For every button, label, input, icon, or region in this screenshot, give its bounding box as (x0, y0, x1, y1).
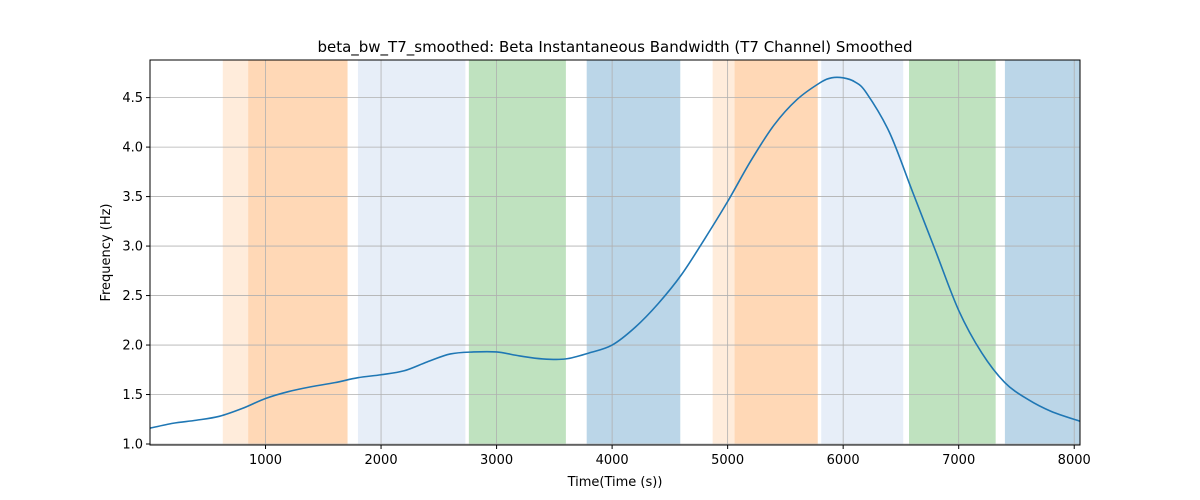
shaded-band-5 (586, 60, 681, 445)
x-tick-label: 6000 (827, 453, 860, 468)
shaded-band-4 (468, 60, 566, 445)
x-tick-label: 7000 (942, 453, 975, 468)
shaded-band-9 (909, 60, 996, 445)
x-axis-title: Time(Time (s)) (567, 475, 663, 490)
x-tick-label: 1000 (249, 453, 282, 468)
x-tick-label: 5000 (711, 453, 744, 468)
y-axis-title: Frequency (Hz) (99, 203, 114, 301)
shaded-band-2 (248, 60, 348, 445)
series-layer (149, 76, 1081, 429)
band-layer (222, 60, 1080, 445)
x-tick-label: 8000 (1058, 453, 1091, 468)
plot-frame (149, 59, 1081, 446)
shaded-band-6 (712, 60, 735, 445)
chart-title: beta_bw_T7_smoothed: Beta Instantaneous … (317, 38, 912, 57)
y-tick-label: 2.0 (122, 339, 143, 354)
grid-layer (150, 60, 1080, 445)
x-tick-label: 2000 (365, 453, 398, 468)
ticks-layer: 1000 2000 3000 4000 5000 6000 7000 8000 1.0 1.5 2.… (122, 91, 1090, 468)
y-tick-label: 1.0 (122, 438, 143, 453)
y-tick-label: 4.5 (122, 91, 143, 106)
series-line-1 (149, 76, 1081, 429)
shaded-band-1 (222, 60, 249, 445)
y-tick-label: 3.0 (122, 240, 143, 255)
y-tick-label: 1.5 (122, 388, 143, 403)
shaded-band-7 (734, 60, 818, 445)
x-tick-label: 4000 (596, 453, 629, 468)
shaded-band-10 (1004, 60, 1080, 445)
y-tick-label: 3.5 (122, 190, 143, 205)
y-tick-label: 2.5 (122, 289, 143, 304)
shaded-band-3 (357, 60, 466, 445)
shaded-band-8 (821, 60, 904, 445)
x-tick-label: 3000 (480, 453, 513, 468)
y-tick-label: 4.0 (122, 141, 143, 156)
